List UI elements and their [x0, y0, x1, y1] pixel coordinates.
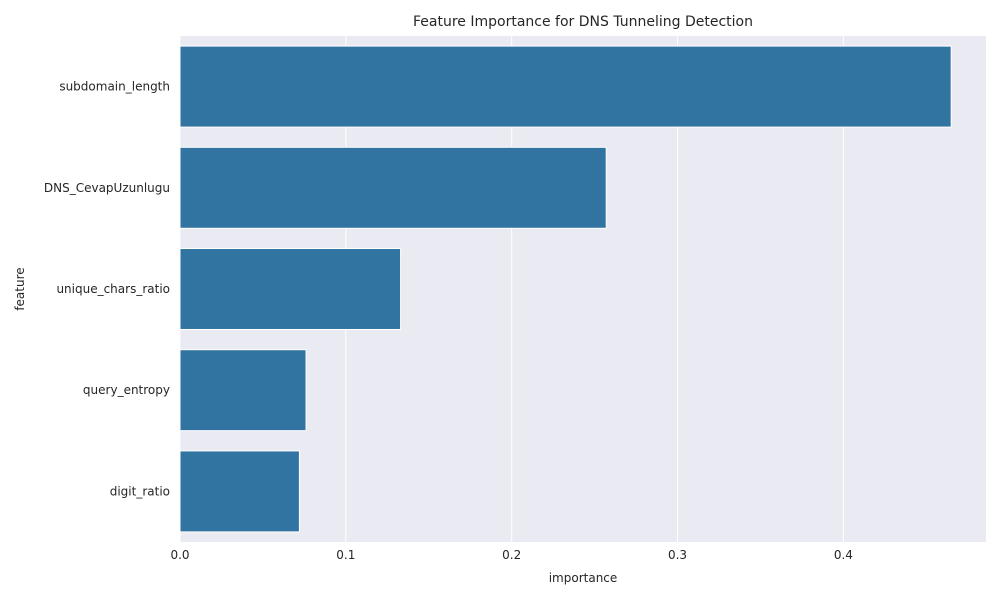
bars	[179, 45, 952, 533]
x-tick-label: 0.1	[336, 548, 355, 562]
x-tick-label: 0.3	[668, 548, 687, 562]
x-tick-labels: 0.0 0.1 0.2 0.3 0.4	[170, 548, 852, 562]
x-tick-label: 0.0	[170, 548, 189, 562]
x-axis-label: importance	[549, 571, 618, 585]
bar-unique_chars_ratio	[179, 248, 402, 330]
bar-digit_ratio	[179, 450, 300, 533]
bar-query_entropy	[179, 349, 307, 432]
x-tick-label: 0.2	[502, 548, 521, 562]
x-tick-label: 0.4	[834, 548, 853, 562]
bar-subdomain_length	[179, 45, 952, 128]
y-tick-label: query_entropy	[83, 383, 170, 397]
y-tick-label: digit_ratio	[110, 484, 170, 498]
y-tick-label: subdomain_length	[59, 80, 170, 94]
y-axis-label: feature	[13, 267, 27, 310]
y-tick-label: DNS_CevapUzunlugu	[44, 181, 170, 195]
y-tick-labels: subdomain_length DNS_CevapUzunlugu unique_…	[44, 80, 170, 499]
chart-title: Feature Importance for DNS Tunneling Det…	[413, 14, 753, 30]
bar-DNS_CevapUzunlugu	[179, 146, 607, 229]
y-tick-label: unique_chars_ratio	[56, 282, 170, 296]
